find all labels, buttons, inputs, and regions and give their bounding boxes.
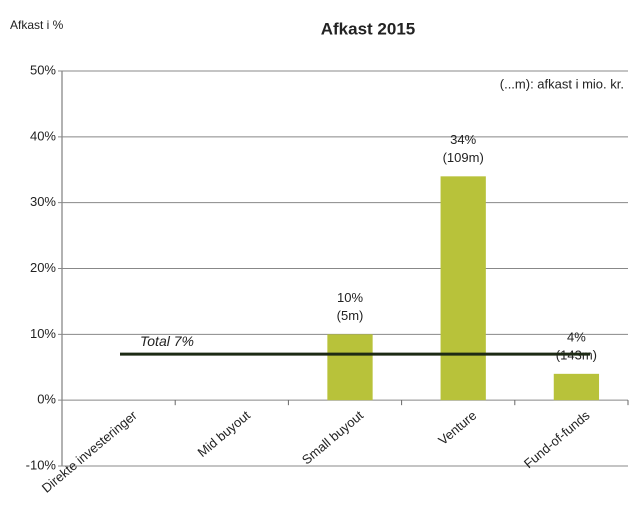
x-tick-label: Fund-of-funds [521,407,593,471]
y-tick-label: 0% [37,392,56,407]
y-tick-label: 50% [30,62,56,77]
y-tick-label: -10% [26,457,57,472]
value-label: 4% [567,329,586,344]
value-label: 10% [337,290,363,305]
x-tick-label: Direkte investeringer [39,407,140,496]
y-axis-label: Afkast i % [10,18,64,32]
chart-title: Afkast 2015 [321,19,416,38]
note: (...m): afkast i mio. kr. [500,76,624,91]
y-tick-label: 20% [30,260,56,275]
bar [327,334,373,401]
x-tick-label: Venture [435,408,479,448]
y-tick-label: 30% [30,194,56,209]
bar [440,176,486,401]
y-tick-label: 40% [30,128,56,143]
y-tick-label: 10% [30,326,56,341]
amount-label: (5m) [337,308,364,323]
value-label: 34% [450,132,476,147]
x-tick-label: Small buyout [299,407,367,467]
amount-label: (109m) [443,150,484,165]
bar [553,373,600,401]
total-label: Total 7% [140,333,194,349]
x-tick-label: Mid buyout [195,407,254,460]
